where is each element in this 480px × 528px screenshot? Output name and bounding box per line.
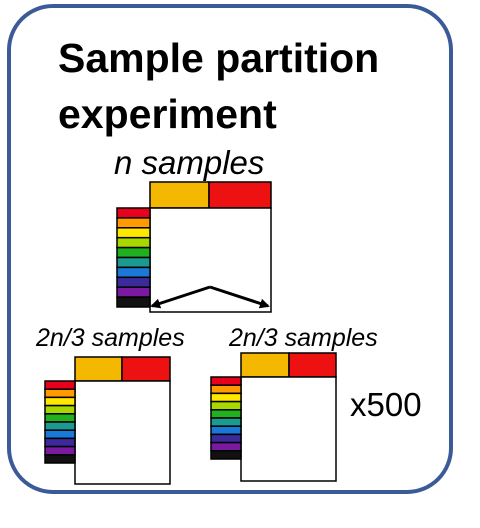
sample-row-strip	[44, 445, 76, 456]
subset-a-matrix	[44, 356, 171, 485]
sample-row-strip	[210, 392, 242, 403]
matrix-body	[74, 380, 171, 485]
repeat-count-label: x500	[350, 386, 422, 423]
header-block-left	[240, 352, 290, 378]
diagram-title: Sample partition experiment	[58, 35, 380, 137]
sample-row-strip	[44, 454, 76, 464]
sample-row-strip	[116, 207, 151, 219]
sample-row-strip	[44, 380, 76, 390]
sample-row-strip	[44, 413, 76, 423]
sample-row-strip	[116, 227, 151, 239]
sample-row-strip	[210, 425, 242, 436]
sample-row-strip	[44, 429, 76, 440]
sample-row-strip	[210, 450, 242, 460]
header-block-right	[208, 181, 272, 209]
full-matrix-label: n samples	[114, 144, 265, 181]
sample-row-strip	[116, 296, 151, 308]
sample-row-strip	[116, 256, 151, 269]
sample-row-strip	[210, 384, 242, 395]
sample-row-strip	[210, 441, 242, 452]
sample-row-strip	[44, 437, 76, 448]
header-block-right	[288, 352, 337, 378]
subset-a-label: 2n/3 samples	[36, 324, 185, 352]
matrix-body	[149, 207, 272, 313]
header-block-left	[149, 181, 210, 209]
sample-row-strip	[210, 433, 242, 444]
matrix-body	[240, 376, 337, 482]
sample-row-strip	[210, 376, 242, 386]
sample-row-strip	[116, 236, 151, 249]
full-data-matrix	[116, 181, 272, 313]
header-block-left	[74, 356, 123, 382]
diagram-frame	[7, 4, 453, 494]
sample-row-strip	[44, 396, 76, 407]
sample-row-strip	[210, 409, 242, 419]
sample-row-strip	[116, 286, 151, 298]
sample-row-strip	[44, 388, 76, 399]
sample-row-strip	[116, 266, 151, 279]
sample-row-strip	[116, 217, 151, 229]
subset-b-matrix	[210, 352, 337, 482]
sample-row-strip	[116, 276, 151, 288]
sample-row-strip	[116, 246, 151, 259]
subset-b-label: 2n/3 samples	[229, 324, 378, 352]
sample-row-strip	[44, 404, 76, 415]
sample-row-strip	[44, 421, 76, 431]
sample-row-strip	[210, 417, 242, 427]
split-arrow-right	[209, 285, 270, 309]
header-block-right	[121, 356, 171, 382]
split-arrow-left	[150, 285, 211, 309]
sample-row-strip	[210, 400, 242, 411]
